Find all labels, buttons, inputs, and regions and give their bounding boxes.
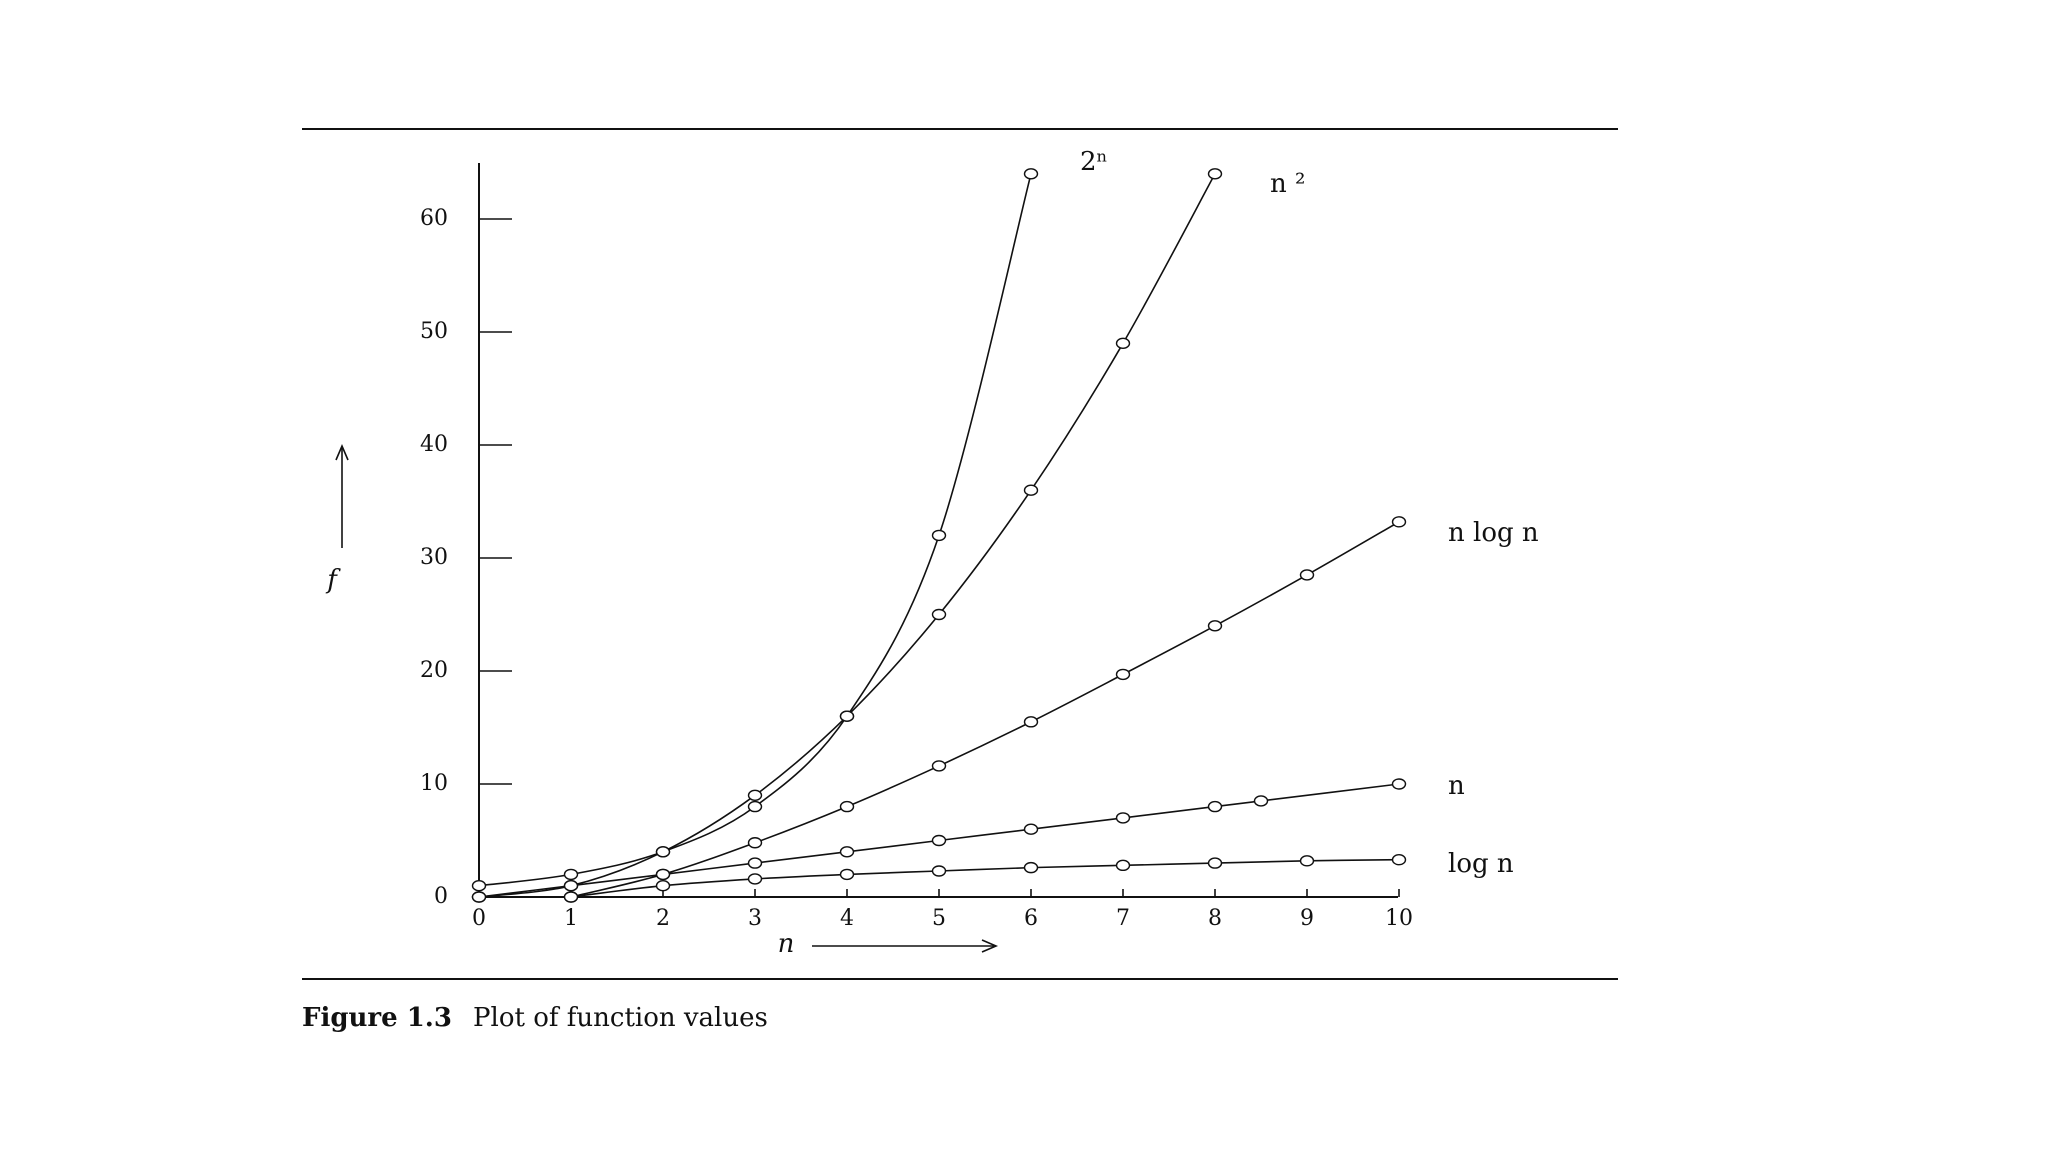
data-point-n [1253, 795, 1269, 807]
y-tick-label: 0 [434, 884, 448, 909]
data-point-n-squared [655, 846, 671, 858]
y-tick-label: 50 [420, 319, 448, 344]
series-label-two-pow-n: 2ⁿ [1080, 147, 1108, 177]
data-point-n [839, 846, 855, 858]
figure-caption: Figure 1.3 Plot of function values [302, 1003, 768, 1033]
x-ticks: 0 1 2 3 4 5 6 7 8 9 10 [472, 889, 1413, 931]
data-point-n-log-n [1207, 620, 1223, 632]
data-point-log-n [1023, 861, 1039, 874]
series-line-log-n [570, 858, 1400, 898]
y-tick-label: 10 [420, 771, 448, 796]
data-point-n-log-n [839, 800, 855, 813]
data-point-log-n [1115, 859, 1131, 872]
y-ticks: 0 10 20 30 40 50 60 [420, 206, 512, 909]
series-points [471, 168, 1407, 903]
series-label-log-n: log n [1448, 849, 1514, 879]
data-point-n-squared [931, 608, 947, 621]
x-tick-label: 7 [1116, 906, 1130, 931]
data-point-log-n [655, 880, 671, 892]
y-axis-label: f [325, 565, 341, 595]
x-tick-label: 1 [564, 906, 578, 931]
data-point-n [747, 857, 763, 869]
series-labels: 2ⁿ n ² n log n n log n [1080, 147, 1539, 879]
data-point-log-n [563, 891, 579, 903]
y-tick-label: 30 [420, 545, 448, 570]
series-line-two-pow-n [478, 173, 1032, 887]
data-point-n-log-n [747, 837, 763, 849]
data-point-n-log-n [1115, 668, 1131, 681]
data-point-two-pow-n [1023, 168, 1039, 180]
data-point-n [1207, 800, 1223, 813]
data-point-two-pow-n [931, 529, 947, 542]
data-point-n-log-n [1391, 516, 1407, 528]
data-point-n-squared [1023, 484, 1039, 496]
caption-number: Figure 1.3 [302, 1003, 452, 1033]
series-line-n-log-n [570, 521, 1400, 898]
data-point-n [655, 868, 671, 881]
series-label-n: n [1448, 771, 1465, 801]
caption-text: Plot of function values [473, 1003, 768, 1033]
data-point-log-n [839, 868, 855, 881]
data-point-n [931, 834, 947, 847]
data-point-n-squared [839, 710, 855, 722]
data-point-n [1391, 778, 1407, 790]
data-point-two-pow-n [471, 880, 487, 892]
data-point-log-n [747, 873, 763, 885]
data-point-n-squared [1207, 168, 1223, 180]
data-point-n-log-n [931, 760, 947, 772]
x-tick-label: 6 [1024, 906, 1038, 931]
series-label-n-log-n: n log n [1448, 518, 1539, 548]
x-tick-label: 9 [1300, 906, 1314, 931]
series-line-n-squared [478, 173, 1216, 898]
data-point-log-n [1391, 854, 1407, 866]
y-tick-label: 20 [420, 658, 448, 683]
data-point-n-squared [747, 789, 763, 801]
x-tick-label: 2 [656, 906, 670, 931]
x-tick-label: 0 [472, 906, 486, 931]
series-label-n-squared: n ² [1270, 169, 1305, 199]
x-tick-label: 8 [1208, 906, 1222, 931]
x-axis-arrow [812, 939, 999, 953]
data-point-two-pow-n [563, 868, 579, 881]
data-point-log-n [1299, 855, 1315, 867]
data-point-log-n [1207, 857, 1223, 869]
y-tick-label: 60 [420, 206, 448, 231]
x-axis-label: n [778, 929, 795, 959]
data-point-log-n [931, 865, 947, 877]
y-axis-arrow [335, 443, 349, 548]
data-point-n [1023, 823, 1039, 835]
x-tick-label: 5 [932, 906, 946, 931]
data-point-n-squared [1115, 337, 1131, 349]
data-point-n-log-n [1299, 569, 1315, 581]
data-point-n [1115, 812, 1131, 824]
x-tick-label: 4 [840, 906, 854, 931]
data-point-n [471, 891, 487, 903]
data-point-n [563, 880, 579, 892]
data-point-n-log-n [1023, 716, 1039, 728]
plot-area: 0 1 2 3 4 5 6 7 8 9 10 0 10 20 30 40 50 60 2ⁿ n ² n log n n… [420, 147, 1539, 931]
x-tick-label: 3 [748, 906, 762, 931]
data-point-two-pow-n [747, 800, 763, 813]
x-tick-label: 10 [1385, 906, 1413, 931]
y-tick-label: 40 [420, 432, 448, 457]
